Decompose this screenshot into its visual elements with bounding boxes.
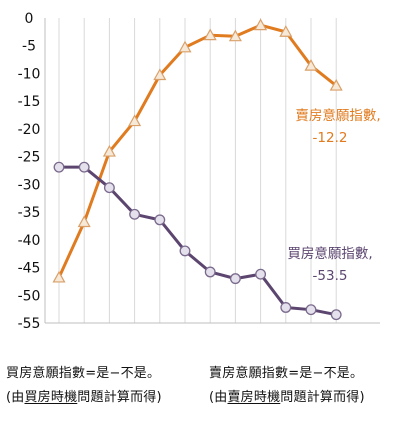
y-tick-labels: 0 -5 -10 -15 -20 -25 -30 -35 -40 -45 -50 -55: [18, 11, 41, 330]
sell-data-point: [102, 144, 116, 157]
sell-formula-note: 賣房意願指數=是−不是。: [209, 366, 364, 381]
buy-data-point: [255, 268, 267, 280]
sell-data-point: [304, 58, 318, 71]
sell-series-name: 賣房意願指數,: [295, 107, 380, 124]
series-markers: [52, 18, 343, 321]
buy-source-note: (由買房時機問題計算而得): [6, 386, 162, 405]
sell-source-emphasis: 賣房時機: [227, 390, 281, 405]
sell-source-prefix: (由: [209, 390, 228, 405]
sell-series-value: -12.2: [313, 130, 348, 146]
sell-data-point: [77, 215, 91, 228]
y-tick-label: -15: [18, 94, 41, 110]
sell-data-point: [254, 18, 268, 31]
buy-data-point: [330, 309, 342, 321]
buy-data-point: [129, 208, 141, 220]
y-tick-label: -5: [22, 39, 36, 55]
y-tick-label: -50: [18, 288, 41, 304]
y-tick-label: -45: [18, 261, 41, 277]
y-tick-label: -30: [18, 177, 41, 193]
sell-data-point: [153, 68, 167, 81]
vertical-gridlines: [58, 18, 337, 323]
sell-data-point: [228, 29, 242, 42]
sell-data-point: [279, 25, 293, 37]
buy-data-point: [154, 214, 166, 226]
buy-data-point: [204, 266, 216, 278]
buy-series-name: 買房意願指數,: [287, 245, 372, 262]
buy-data-point: [305, 304, 317, 316]
sell-source-note: (由賣房時機問題計算而得): [209, 386, 365, 405]
buy-source-suffix: 問題計算而得): [77, 390, 162, 405]
y-tick-label: -35: [18, 205, 41, 221]
y-tick-label: -25: [18, 150, 41, 166]
series-lines: [57, 23, 338, 317]
y-tick-label: -10: [18, 66, 41, 82]
y-tick-label: -40: [18, 233, 41, 249]
buy-data-point: [53, 161, 65, 173]
sell-data-point: [329, 78, 343, 91]
buy-data-point: [78, 161, 90, 173]
buy-data-point: [103, 182, 115, 194]
buy-source-prefix: (由: [6, 390, 25, 405]
buy-formula-note: 買房意願指數=是−不是。: [6, 366, 161, 381]
y-tick-label: -20: [18, 122, 41, 138]
sell-source-suffix: 問題計算而得): [280, 390, 365, 405]
sell-series-line: [57, 23, 338, 279]
buy-series-line: [59, 165, 337, 317]
buy-data-point: [179, 245, 191, 257]
y-tick-label: -55: [18, 316, 41, 330]
sell-data-point: [203, 28, 217, 41]
buy-series-value: -53.5: [313, 268, 348, 284]
sell-data-point: [128, 114, 142, 127]
y-tick-label: 0: [25, 11, 34, 27]
sell-data-point: [52, 270, 66, 283]
buy-source-emphasis: 買房時機: [24, 390, 78, 405]
buy-data-point: [229, 273, 241, 285]
buy-data-point: [280, 302, 292, 313]
sell-data-point: [178, 40, 192, 53]
axes: [44, 18, 380, 324]
line-chart: 0-5-10-15-20-25-30-35-40-45-50-55 21/072…: [18, 11, 381, 330]
